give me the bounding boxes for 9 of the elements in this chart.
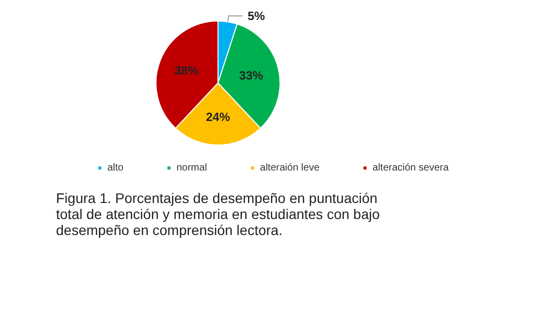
- data-label: 24%: [206, 110, 230, 124]
- legend-label: alto: [107, 162, 124, 174]
- data-label: 5%: [248, 8, 266, 23]
- data-label: 33%: [239, 68, 264, 83]
- legend-label: alteración severa: [372, 162, 450, 174]
- legend-label: normal: [176, 162, 208, 174]
- legend-label: alteraión leve: [260, 162, 320, 174]
- text: Figura 1. Porcentajes de desempeño en puntuación total de atención y memoria en estudiantes con bajo desempeño en comprensión lectora.: [56, 190, 384, 238]
- data-label: 38%: [174, 63, 199, 78]
